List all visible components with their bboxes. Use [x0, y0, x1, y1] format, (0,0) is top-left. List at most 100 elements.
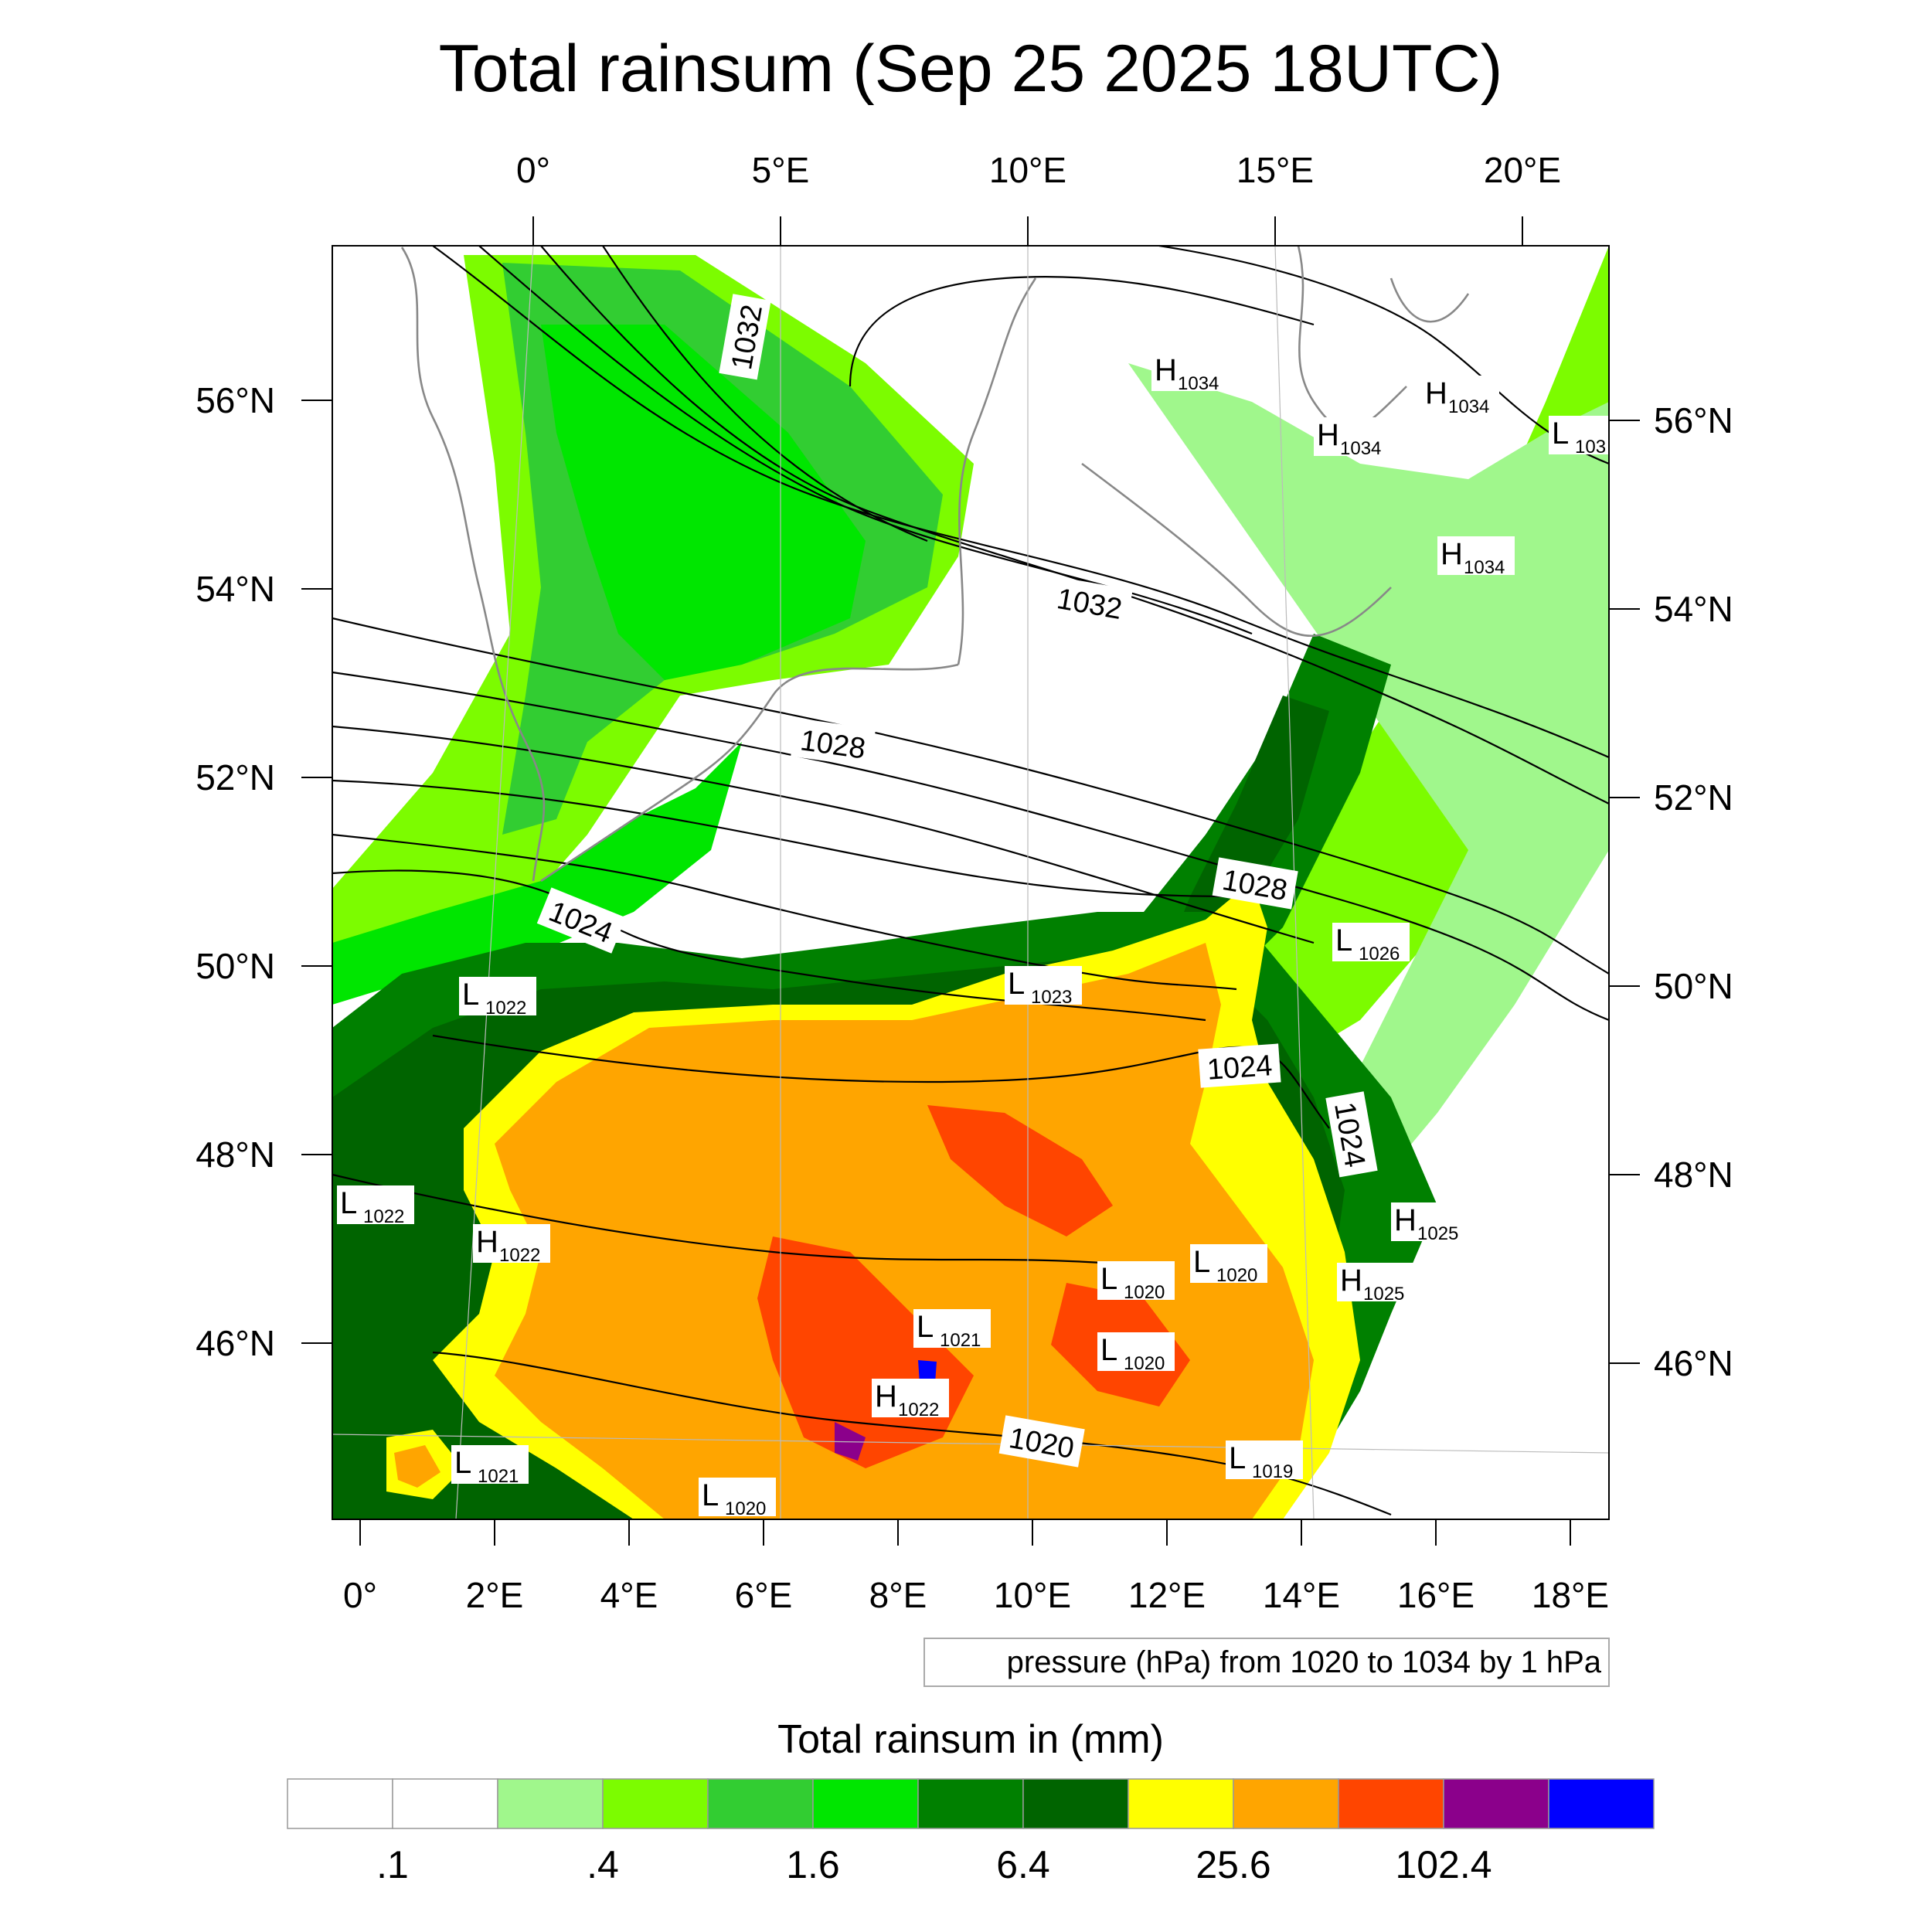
isobar-label-box [1212, 857, 1298, 910]
colorbar-label: 102.4 [1395, 1843, 1492, 1886]
pressure-system-type: H [1440, 537, 1463, 571]
pressure-system-box [337, 1185, 414, 1224]
right-axis: 56°N 54°N 52°N 50°N 48°N 46°N [1609, 400, 1733, 1383]
pressure-system-box [913, 1309, 991, 1348]
pressure-system-box [1391, 1202, 1468, 1241]
colorbar-swatch [1128, 1778, 1234, 1829]
pressure-system-box [1190, 1244, 1267, 1283]
coastline [400, 247, 546, 882]
left-lat-label: 48°N [196, 1134, 275, 1175]
isobar-label-box [998, 1415, 1085, 1468]
pressure-system-box [1314, 417, 1391, 456]
isobar-line [540, 246, 1609, 804]
map-frame [332, 245, 1610, 1520]
pressure-system-marker: L 1022 [459, 977, 536, 1019]
coastline [957, 277, 1037, 665]
pressure-system-type: L [1100, 1262, 1117, 1296]
bottom-lon-label: 12°E [1128, 1575, 1206, 1615]
right-lat-label: 54°N [1654, 589, 1733, 629]
colorbar-title: Total rainsum in (mm) [777, 1717, 1164, 1762]
precip-patch-sw-orange [394, 1445, 440, 1488]
pressure-system-marker: H 1034 [1151, 352, 1229, 394]
pressure-system-marker: H 1025 [1391, 1202, 1468, 1244]
precip-band-west [332, 742, 742, 1005]
colorbar-swatch [497, 1778, 604, 1829]
isobar-line [432, 246, 1609, 759]
pressure-system-value: 103 [1575, 437, 1606, 457]
pressure-system-value: 1034 [1340, 438, 1381, 459]
pressure-system-type: H [1340, 1264, 1362, 1298]
pressure-system-value: 1034 [1178, 373, 1219, 394]
isobar-label: 1028 [791, 718, 876, 768]
right-lat-label: 50°N [1654, 966, 1733, 1006]
isobar-line [332, 617, 1609, 975]
pressure-system-box [1097, 1332, 1175, 1371]
pressure-system-type: L [1552, 417, 1569, 451]
pressure-system-box [1005, 966, 1082, 1005]
colorbar-swatch [1022, 1778, 1129, 1829]
colorbar-label: 6.4 [996, 1843, 1050, 1886]
bottom-lon-label: 18°E [1532, 1575, 1609, 1615]
pressure-system-type: H [875, 1379, 897, 1413]
pressure-system-box [1151, 352, 1229, 391]
precip-band-east-darker [1159, 696, 1329, 974]
pressure-system-type: L [1100, 1333, 1117, 1367]
pressure-system-box [1226, 1440, 1303, 1479]
figure-title: Total rainsum (Sep 25 2025 18UTC) [439, 32, 1503, 106]
pressure-system-marker: L 103 [1549, 416, 1609, 457]
coastline [540, 663, 959, 883]
pressure-system-value: 1025 [1417, 1223, 1458, 1244]
contour-info-text: pressure (hPa) from 1020 to 1034 by 1 hP… [1007, 1645, 1602, 1679]
parallel [332, 1434, 1609, 1454]
isobar-label: 1020 [998, 1415, 1085, 1468]
pressure-system-value: 1023 [1031, 987, 1072, 1008]
colorbar-swatch [812, 1778, 919, 1829]
isobar-labels: 1032 1032 1028 1028 1024 [536, 294, 1378, 1468]
isobar-label-box [536, 887, 626, 954]
isobar-label-box [719, 294, 771, 380]
colorbar-swatch [1443, 1778, 1549, 1829]
pressure-system-value: 1021 [478, 1466, 519, 1487]
bottom-lon-label: 8°E [869, 1575, 927, 1615]
top-axis: 0° 5°E 10°E 15°E 20°E [516, 150, 1561, 246]
bottom-lon-label: 0° [343, 1575, 377, 1615]
colorbar-swatch [707, 1778, 814, 1829]
pressure-system-type: L [702, 1478, 719, 1512]
bottom-axis: 0° 2°E 4°E 6°E 8°E 10°E 12°E 14°E 16°E 1… [343, 1519, 1609, 1615]
pressure-system-value: 1020 [725, 1498, 766, 1519]
pressure-system-value: 1034 [1448, 396, 1489, 417]
pressure-system-marker: H 1034 [1422, 376, 1499, 417]
bottom-lon-label: 6°E [735, 1575, 793, 1615]
bottom-lon-label: 16°E [1397, 1575, 1475, 1615]
pressure-system-marker: H 1022 [473, 1224, 550, 1266]
map-panel: 1032 1032 1028 1028 1024 [332, 245, 1610, 1520]
colorbar-swatches [287, 1778, 1655, 1829]
left-lat-label: 52°N [196, 757, 275, 798]
colorbar-swatch [602, 1778, 709, 1829]
isobar-line [332, 671, 1609, 1022]
pressure-system-type: H [1155, 353, 1177, 387]
pressure-system-value: 1020 [1124, 1353, 1165, 1374]
meridian [455, 246, 534, 1519]
colorbar-swatch [917, 1778, 1024, 1829]
precip-band-north-bright [541, 325, 866, 680]
pressure-system-value: 1022 [898, 1400, 939, 1420]
isobar-line [332, 869, 1206, 1022]
pressure-system-value: 1020 [1216, 1265, 1257, 1286]
contour-info-frame [923, 1638, 1610, 1687]
pressure-system-marker: L 1020 [1097, 1332, 1175, 1374]
bottom-lon-label: 14°E [1263, 1575, 1340, 1615]
isobar-label: 1032 [719, 294, 771, 380]
pressure-system-type: L [454, 1446, 471, 1480]
colorbar-swatch [392, 1778, 498, 1829]
left-axis: 56°N 54°N 52°N 50°N 48°N 46°N [196, 380, 332, 1363]
precip-band-east-light [1206, 246, 1609, 1097]
pressure-system-marker: H 1034 [1437, 536, 1515, 578]
colorbar-label: 1.6 [786, 1843, 840, 1886]
colorbar-swatch [1233, 1778, 1339, 1829]
pressure-system-marker: H 1034 [1314, 417, 1391, 459]
pressure-system-type: H [1425, 376, 1447, 410]
isobar-line [332, 1173, 1160, 1269]
bottom-lon-label: 4°E [600, 1575, 658, 1615]
